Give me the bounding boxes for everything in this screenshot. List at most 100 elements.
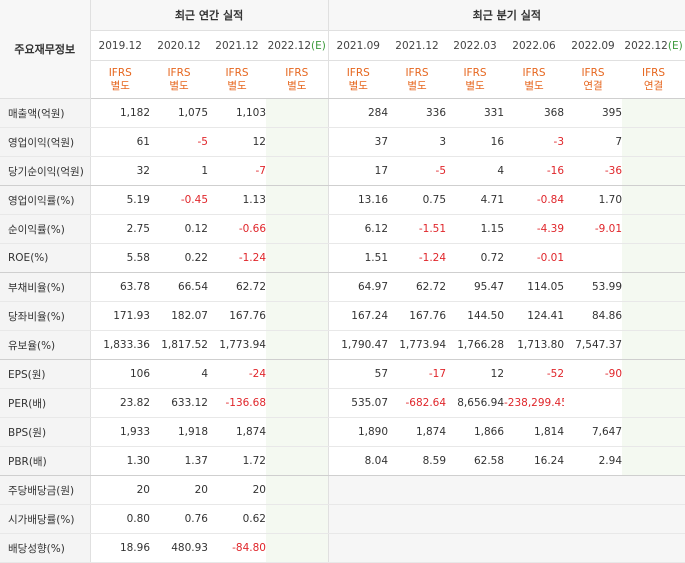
value-cell: 64.97 — [327, 272, 389, 302]
accounting-standard: IFRS — [167, 66, 191, 79]
value-cell: 13.16 — [327, 185, 389, 215]
value-cell — [622, 272, 685, 302]
value-cell: 16.24 — [504, 446, 565, 476]
value-cell: 182.07 — [150, 301, 208, 331]
table-row: 배당성향(%) 18.96 480.93 -84.80 — [0, 533, 685, 563]
value-cell: 1,075 — [150, 98, 208, 128]
value-cell: 0.12 — [150, 214, 208, 244]
value-cell: -16 — [504, 156, 565, 186]
value-cell — [622, 475, 685, 505]
value-cell — [622, 388, 685, 418]
value-cell: -238,299.45 — [504, 388, 565, 418]
value-cell — [266, 533, 329, 563]
value-cell: -1.24 — [388, 243, 447, 273]
value-cell: 1,874 — [388, 417, 447, 447]
value-cell: 0.72 — [446, 243, 505, 273]
value-cell: -3 — [504, 127, 565, 157]
row-label: 영업이익률(%) — [0, 185, 91, 215]
period-label: 2022.06 — [512, 39, 556, 52]
value-cell: 1,933 — [90, 417, 150, 447]
value-cell: 8.59 — [388, 446, 447, 476]
period-header-row: 2019.12 2020.12 2021.12 2022.12(E) 2021.09 20… — [0, 30, 685, 61]
value-cell: 17 — [327, 156, 389, 186]
row-label: 배당성향(%) — [0, 533, 91, 563]
period-header: 2021.12 — [208, 30, 266, 61]
accounting-standard: IFRS — [225, 66, 249, 79]
accounting-basis: IFRS 별도 — [388, 60, 447, 99]
row-label: 영업이익(억원) — [0, 127, 91, 157]
value-cell — [388, 504, 447, 534]
value-cell: 57 — [327, 359, 389, 389]
row-label: EPS(원) — [0, 359, 91, 389]
value-cell — [327, 533, 389, 563]
row-label: PBR(배) — [0, 446, 91, 476]
value-cell: 62.72 — [208, 272, 266, 302]
value-cell — [266, 475, 329, 505]
value-cell: -0.66 — [208, 214, 266, 244]
row-label: 순이익률(%) — [0, 214, 91, 244]
estimate-mark: (E) — [667, 39, 683, 52]
value-cell: 20 — [208, 475, 266, 505]
value-cell: 167.76 — [388, 301, 447, 331]
value-cell: 66.54 — [150, 272, 208, 302]
value-cell: 2.75 — [90, 214, 150, 244]
accounting-basis: IFRS 별도 — [504, 60, 565, 99]
value-cell: 1.13 — [208, 185, 266, 215]
value-cell — [388, 475, 447, 505]
value-cell — [266, 243, 329, 273]
accounting-standard: IFRS — [642, 66, 666, 79]
value-cell: 1,773.94 — [388, 330, 447, 360]
value-cell: 63.78 — [90, 272, 150, 302]
value-cell — [622, 156, 685, 186]
value-cell — [622, 185, 685, 215]
consolidation-type: 별도 — [110, 79, 130, 92]
value-cell: 18.96 — [90, 533, 150, 563]
table-row: 당좌비율(%) 171.93 182.07 167.76 167.24 167.76 144… — [0, 301, 685, 331]
group-header-row: 주요재무정보 최근 연간 실적 최근 분기 실적 — [0, 0, 685, 99]
table-row: PER(배) 23.82 633.12 -136.68 535.07 -682.64 8,6… — [0, 388, 685, 418]
value-cell — [266, 504, 329, 534]
value-cell: 2.94 — [564, 446, 623, 476]
value-cell: -4.39 — [504, 214, 565, 244]
value-cell: 106 — [90, 359, 150, 389]
value-cell: 167.76 — [208, 301, 266, 331]
value-cell: -136.68 — [208, 388, 266, 418]
period-header: 2021.09 — [327, 30, 389, 61]
value-cell — [266, 185, 329, 215]
accounting-standard: IFRS — [285, 66, 309, 79]
accounting-standard: IFRS — [346, 66, 370, 79]
consolidation-type: 연결 — [583, 79, 603, 92]
value-cell — [266, 446, 329, 476]
value-cell — [564, 504, 623, 534]
value-cell: 1,833.36 — [90, 330, 150, 360]
value-cell: 0.80 — [90, 504, 150, 534]
accounting-header-row: IFRS 별도 IFRS 별도 IFRS 별도 IFRS 별도 IFRS 별도 IFRS 별도 IFRS… — [0, 60, 685, 99]
row-label: 매출액(억원) — [0, 98, 91, 128]
accounting-basis: IFRS 연결 — [564, 60, 623, 99]
period-header: 2022.09 — [564, 30, 623, 61]
value-cell: 284 — [327, 98, 389, 128]
period-header: 2022.03 — [446, 30, 505, 61]
value-cell: 1,790.47 — [327, 330, 389, 360]
period-label: 2021.12 — [215, 39, 259, 52]
accounting-standard: IFRS — [463, 66, 487, 79]
value-cell: 37 — [327, 127, 389, 157]
value-cell — [622, 359, 685, 389]
consolidation-type: 별도 — [169, 79, 189, 92]
period-label: 2022.03 — [453, 39, 497, 52]
value-cell — [564, 388, 623, 418]
value-cell: 395 — [564, 98, 623, 128]
value-cell — [266, 388, 329, 418]
value-cell: 62.58 — [446, 446, 505, 476]
value-cell: 61 — [90, 127, 150, 157]
value-cell: -52 — [504, 359, 565, 389]
value-cell — [266, 272, 329, 302]
value-cell — [564, 475, 623, 505]
estimate-mark: (E) — [311, 39, 326, 52]
value-cell: 20 — [90, 475, 150, 505]
value-cell: 535.07 — [327, 388, 389, 418]
value-cell — [446, 475, 505, 505]
value-cell — [266, 127, 329, 157]
accounting-basis: IFRS 별도 — [208, 60, 266, 99]
consolidation-type: 별도 — [407, 79, 427, 92]
